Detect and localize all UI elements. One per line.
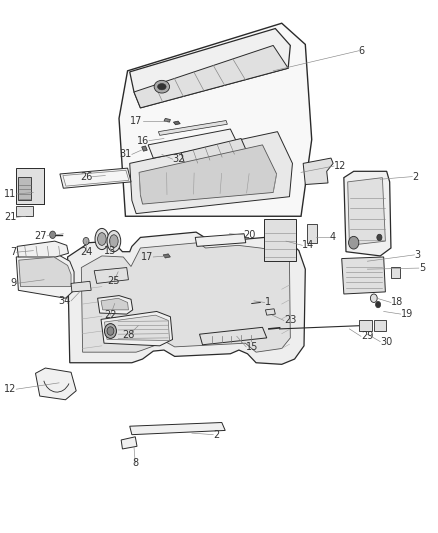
Text: 25: 25 <box>108 276 120 286</box>
Polygon shape <box>181 139 247 166</box>
Polygon shape <box>164 118 170 122</box>
Polygon shape <box>81 243 290 352</box>
Polygon shape <box>121 437 137 449</box>
Polygon shape <box>303 158 333 184</box>
Ellipse shape <box>98 233 106 245</box>
Polygon shape <box>134 45 288 108</box>
Text: 20: 20 <box>243 230 256 240</box>
Polygon shape <box>67 232 305 365</box>
Polygon shape <box>17 241 68 257</box>
Polygon shape <box>195 233 246 246</box>
Polygon shape <box>119 23 312 216</box>
Text: 15: 15 <box>246 342 258 352</box>
Text: 12: 12 <box>4 384 16 394</box>
Circle shape <box>349 236 359 249</box>
Polygon shape <box>71 281 91 292</box>
Polygon shape <box>142 146 147 151</box>
Ellipse shape <box>154 80 170 93</box>
Text: 2: 2 <box>412 172 419 182</box>
Bar <box>264 219 296 261</box>
Polygon shape <box>159 120 227 135</box>
Text: 28: 28 <box>122 330 134 340</box>
Text: 17: 17 <box>130 116 142 126</box>
Polygon shape <box>130 29 290 108</box>
Circle shape <box>104 324 117 338</box>
Text: 6: 6 <box>359 46 365 56</box>
Polygon shape <box>130 423 225 435</box>
Bar <box>307 224 317 243</box>
Ellipse shape <box>95 229 109 249</box>
Polygon shape <box>148 129 237 158</box>
Circle shape <box>107 327 114 335</box>
Circle shape <box>377 234 382 240</box>
Bar <box>18 176 31 200</box>
Text: 18: 18 <box>391 297 403 308</box>
Circle shape <box>49 231 56 238</box>
Text: 11: 11 <box>4 189 16 199</box>
Text: 12: 12 <box>334 161 346 171</box>
Text: 23: 23 <box>284 316 296 326</box>
Ellipse shape <box>158 84 166 90</box>
Text: 8: 8 <box>132 458 138 468</box>
Polygon shape <box>60 168 131 188</box>
Text: 14: 14 <box>302 240 314 251</box>
Polygon shape <box>101 298 128 310</box>
Text: 17: 17 <box>141 252 153 262</box>
Polygon shape <box>101 311 173 346</box>
Polygon shape <box>16 253 74 298</box>
Text: 16: 16 <box>137 135 149 146</box>
Polygon shape <box>139 145 277 204</box>
Text: 2: 2 <box>213 430 219 440</box>
Polygon shape <box>19 257 71 287</box>
Ellipse shape <box>107 231 121 252</box>
Bar <box>374 320 386 331</box>
Polygon shape <box>344 171 391 256</box>
Text: 4: 4 <box>330 232 336 243</box>
Text: 1: 1 <box>265 297 271 308</box>
Polygon shape <box>98 296 133 314</box>
Bar <box>359 320 372 331</box>
Text: 32: 32 <box>173 154 185 164</box>
Text: 3: 3 <box>414 250 420 260</box>
Circle shape <box>371 294 377 302</box>
Bar <box>16 168 44 204</box>
Text: 7: 7 <box>10 247 16 257</box>
Text: 34: 34 <box>59 296 71 306</box>
Text: 30: 30 <box>380 337 392 346</box>
Polygon shape <box>104 315 170 341</box>
Circle shape <box>83 237 89 245</box>
Polygon shape <box>348 177 385 245</box>
Polygon shape <box>163 254 170 258</box>
Text: 21: 21 <box>4 212 16 222</box>
Polygon shape <box>342 257 385 294</box>
Bar <box>16 206 33 216</box>
Text: 13: 13 <box>103 246 116 256</box>
Text: 19: 19 <box>401 309 413 319</box>
Polygon shape <box>173 121 180 125</box>
Text: 29: 29 <box>361 332 373 341</box>
Polygon shape <box>63 170 129 186</box>
Text: 26: 26 <box>80 172 92 182</box>
Polygon shape <box>265 309 276 315</box>
Text: 9: 9 <box>10 278 16 288</box>
Polygon shape <box>94 268 128 284</box>
Text: 31: 31 <box>120 149 132 159</box>
Text: 27: 27 <box>35 231 47 241</box>
Polygon shape <box>35 368 76 400</box>
Polygon shape <box>130 132 293 214</box>
Text: 24: 24 <box>80 247 92 257</box>
Text: 22: 22 <box>104 310 117 320</box>
Polygon shape <box>200 327 267 345</box>
Text: 5: 5 <box>419 263 425 273</box>
Ellipse shape <box>110 235 118 247</box>
Circle shape <box>375 301 381 308</box>
Bar <box>391 266 400 278</box>
